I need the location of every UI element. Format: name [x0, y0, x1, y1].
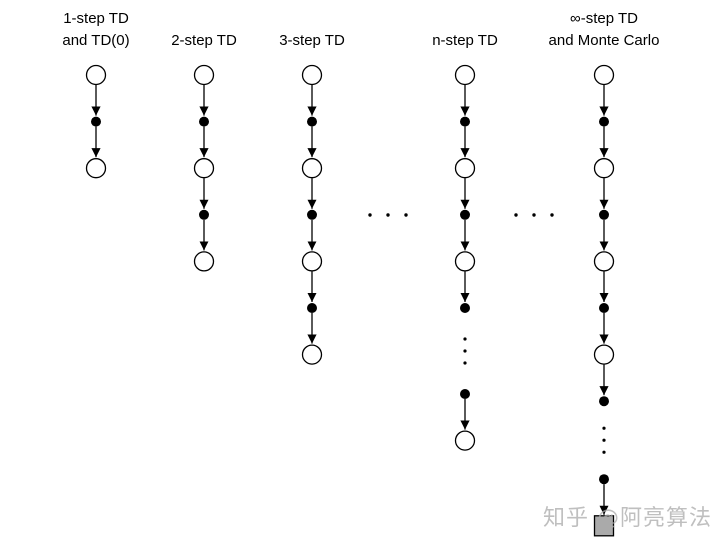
action-node	[199, 209, 209, 220]
action-node	[599, 303, 609, 313]
action-node	[599, 474, 609, 485]
horizontal-ellipsis-dot	[386, 213, 390, 217]
column-label: n-step TD	[432, 32, 498, 49]
vertical-ellipsis-dot	[602, 450, 606, 454]
state-node	[301, 158, 323, 179]
state-node	[301, 251, 323, 272]
column-label: ∞-step TD	[570, 10, 638, 27]
horizontal-ellipsis-dot	[514, 213, 518, 217]
horizontal-ellipsis-dot	[404, 213, 408, 217]
state-node	[85, 158, 107, 179]
state-node	[454, 430, 476, 451]
action-node	[460, 116, 470, 127]
state-node	[454, 251, 476, 272]
state-node	[454, 64, 476, 86]
action-node	[307, 116, 317, 127]
state-node	[85, 64, 107, 86]
state-node	[593, 344, 615, 365]
state-node	[454, 158, 476, 179]
action-node	[460, 209, 470, 220]
state-node	[193, 251, 215, 272]
terminal-node	[593, 515, 615, 537]
column-label: 2-step TD	[171, 32, 237, 49]
action-node	[199, 116, 209, 127]
column-label: 3-step TD	[279, 32, 345, 49]
column-label: and Monte Carlo	[549, 32, 660, 49]
watermark: 知乎 @阿亮算法	[543, 506, 712, 531]
action-node	[307, 209, 317, 220]
state-node	[193, 158, 215, 179]
vertical-ellipsis-dot	[463, 349, 467, 353]
vertical-ellipsis-dot	[602, 438, 606, 442]
vertical-ellipsis-dot	[602, 426, 606, 430]
state-node	[593, 251, 615, 272]
action-node	[599, 209, 609, 220]
horizontal-ellipsis-dot	[550, 213, 554, 217]
column-label: 1-step TD	[63, 10, 129, 27]
action-node	[599, 116, 609, 127]
state-node	[301, 64, 323, 86]
action-node	[460, 303, 470, 313]
action-node	[599, 396, 609, 407]
state-node	[593, 64, 615, 86]
vertical-ellipsis-dot	[463, 361, 467, 365]
state-node	[193, 64, 215, 86]
horizontal-ellipsis-dot	[368, 213, 372, 217]
vertical-ellipsis-dot	[463, 337, 467, 341]
action-node	[307, 303, 317, 313]
action-node	[91, 116, 101, 127]
state-node	[593, 158, 615, 179]
horizontal-ellipsis-dot	[532, 213, 536, 217]
action-node	[460, 389, 470, 399]
state-node	[301, 344, 323, 365]
column-label: and TD(0)	[62, 32, 129, 49]
